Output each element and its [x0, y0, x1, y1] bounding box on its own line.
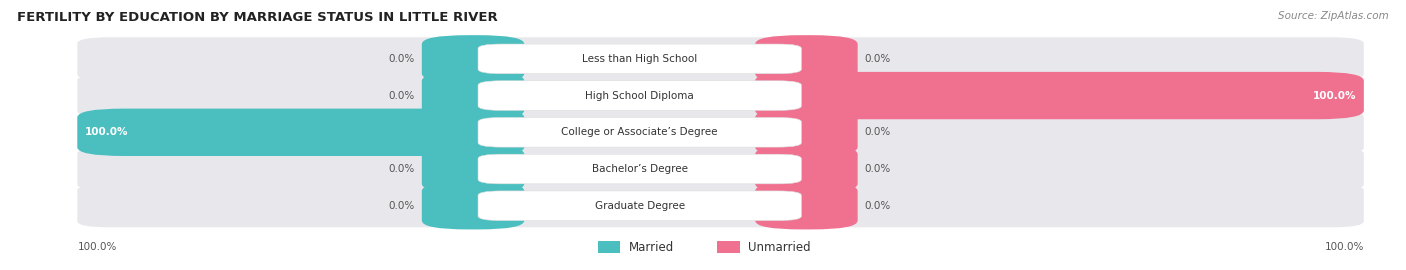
Text: High School Diploma: High School Diploma	[585, 90, 695, 101]
Text: 100.0%: 100.0%	[1324, 242, 1364, 252]
Text: Married: Married	[628, 241, 673, 254]
Text: Source: ZipAtlas.com: Source: ZipAtlas.com	[1278, 11, 1389, 21]
Bar	[717, 241, 740, 253]
Bar	[598, 241, 620, 253]
FancyBboxPatch shape	[755, 35, 858, 83]
Text: Bachelor’s Degree: Bachelor’s Degree	[592, 164, 688, 174]
FancyBboxPatch shape	[77, 111, 1364, 154]
Text: 100.0%: 100.0%	[84, 127, 128, 137]
Text: 0.0%: 0.0%	[388, 54, 415, 64]
Text: FERTILITY BY EDUCATION BY MARRIAGE STATUS IN LITTLE RIVER: FERTILITY BY EDUCATION BY MARRIAGE STATU…	[17, 11, 498, 24]
Text: Graduate Degree: Graduate Degree	[595, 201, 685, 211]
Text: 0.0%: 0.0%	[388, 164, 415, 174]
Text: 0.0%: 0.0%	[388, 90, 415, 101]
Text: Less than High School: Less than High School	[582, 54, 697, 64]
FancyBboxPatch shape	[422, 182, 524, 230]
FancyBboxPatch shape	[755, 145, 858, 193]
Text: 0.0%: 0.0%	[865, 54, 891, 64]
FancyBboxPatch shape	[422, 35, 524, 83]
Text: Unmarried: Unmarried	[748, 241, 811, 254]
FancyBboxPatch shape	[77, 147, 1364, 191]
Text: 0.0%: 0.0%	[865, 201, 891, 211]
FancyBboxPatch shape	[478, 117, 801, 147]
FancyBboxPatch shape	[478, 191, 801, 221]
FancyBboxPatch shape	[422, 72, 524, 119]
FancyBboxPatch shape	[77, 109, 524, 156]
Text: 0.0%: 0.0%	[388, 201, 415, 211]
FancyBboxPatch shape	[478, 81, 801, 110]
Text: 100.0%: 100.0%	[77, 242, 117, 252]
FancyBboxPatch shape	[422, 145, 524, 193]
FancyBboxPatch shape	[77, 37, 1364, 80]
FancyBboxPatch shape	[755, 182, 858, 230]
Text: 0.0%: 0.0%	[865, 127, 891, 137]
FancyBboxPatch shape	[77, 184, 1364, 227]
Text: College or Associate’s Degree: College or Associate’s Degree	[561, 127, 718, 137]
Text: 100.0%: 100.0%	[1313, 90, 1357, 101]
FancyBboxPatch shape	[755, 109, 858, 156]
Text: 0.0%: 0.0%	[865, 164, 891, 174]
FancyBboxPatch shape	[478, 154, 801, 184]
FancyBboxPatch shape	[478, 44, 801, 74]
FancyBboxPatch shape	[755, 72, 1364, 119]
FancyBboxPatch shape	[77, 74, 1364, 117]
